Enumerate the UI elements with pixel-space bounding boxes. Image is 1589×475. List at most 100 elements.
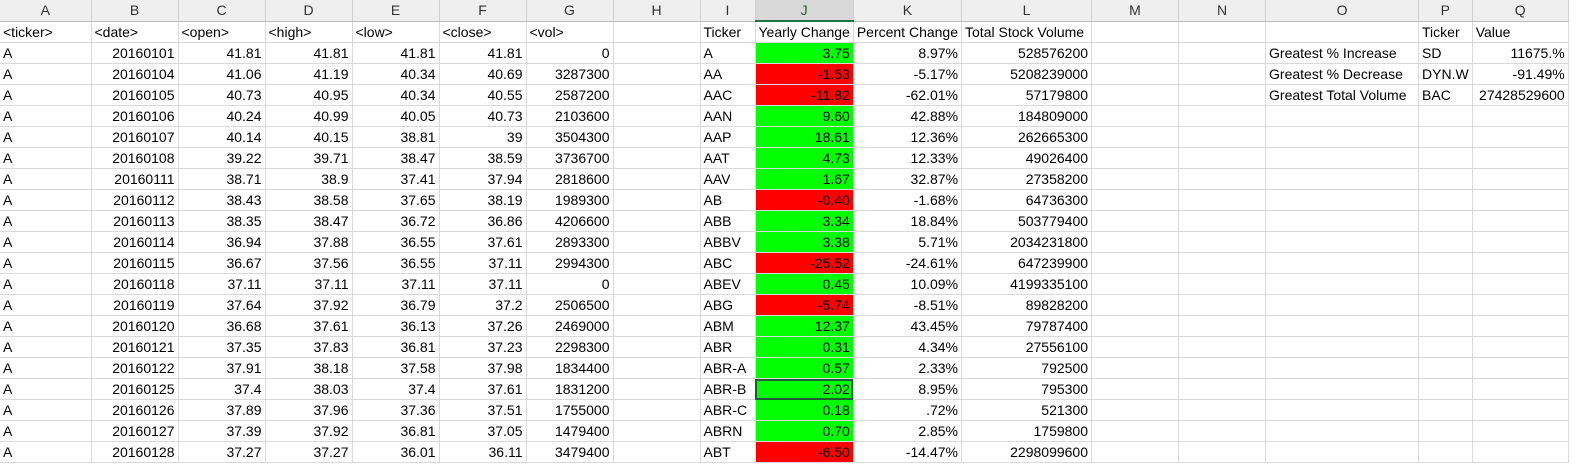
cell-f[interactable]: 37.26 — [439, 315, 527, 337]
cell-c[interactable]: 38.71 — [178, 168, 266, 190]
cell-o[interactable]: Greatest % Increase — [1265, 42, 1420, 64]
cell-g[interactable]: 3479400 — [526, 441, 614, 463]
cell-d[interactable]: 40.15 — [265, 126, 353, 148]
cell-q[interactable] — [1472, 315, 1569, 337]
cell-l[interactable]: 79787400 — [961, 315, 1093, 337]
cell-a[interactable]: A — [0, 231, 92, 253]
cell-f[interactable]: 36.11 — [439, 441, 527, 463]
cell-g[interactable]: 0 — [526, 273, 614, 295]
cell-a[interactable]: A — [0, 63, 92, 85]
cell-a[interactable]: A — [0, 357, 92, 379]
cell-q[interactable] — [1472, 189, 1569, 211]
header-cell-o[interactable] — [1265, 21, 1420, 43]
cell-b[interactable]: 20160121 — [91, 336, 179, 358]
cell-p[interactable] — [1418, 105, 1473, 127]
cell-l[interactable]: 89828200 — [961, 294, 1093, 316]
cell-i[interactable]: AAN — [700, 105, 756, 127]
cell-j[interactable]: 0.70 — [755, 420, 854, 442]
cell-p[interactable] — [1418, 336, 1473, 358]
cell-k[interactable]: 18.84% — [853, 210, 963, 232]
cell-m[interactable] — [1091, 42, 1180, 64]
cell-a[interactable]: A — [0, 315, 92, 337]
cell-h[interactable] — [613, 252, 701, 274]
cell-k[interactable]: 12.36% — [853, 126, 963, 148]
cell-q[interactable] — [1472, 273, 1569, 295]
cell-c[interactable]: 37.91 — [178, 357, 266, 379]
cell-m[interactable] — [1091, 273, 1180, 295]
cell-e[interactable]: 36.81 — [352, 420, 440, 442]
cell-n[interactable] — [1178, 105, 1267, 127]
header-cell-h[interactable] — [613, 21, 701, 43]
cell-b[interactable]: 20160128 — [91, 441, 179, 463]
cell-p[interactable] — [1418, 147, 1473, 169]
cell-k[interactable]: 12.33% — [853, 147, 963, 169]
cell-o[interactable] — [1265, 441, 1420, 463]
column-header-j[interactable]: J — [755, 0, 854, 22]
cell-e[interactable]: 38.47 — [352, 147, 440, 169]
cell-q[interactable] — [1472, 441, 1569, 463]
header-cell-a[interactable]: <ticker> — [0, 21, 92, 43]
cell-d[interactable]: 37.92 — [265, 294, 353, 316]
cell-g[interactable]: 1989300 — [526, 189, 614, 211]
cell-b[interactable]: 20160126 — [91, 399, 179, 421]
cell-c[interactable]: 41.06 — [178, 63, 266, 85]
cell-j[interactable]: 18.61 — [755, 126, 854, 148]
cell-e[interactable]: 37.58 — [352, 357, 440, 379]
cell-h[interactable] — [613, 294, 701, 316]
cell-e[interactable]: 36.81 — [352, 336, 440, 358]
cell-m[interactable] — [1091, 168, 1180, 190]
header-cell-j[interactable]: Yearly Change — [755, 21, 854, 43]
cell-m[interactable] — [1091, 378, 1180, 400]
cell-n[interactable] — [1178, 399, 1267, 421]
cell-c[interactable]: 37.35 — [178, 336, 266, 358]
cell-l[interactable]: 49026400 — [961, 147, 1093, 169]
cell-b[interactable]: 20160106 — [91, 105, 179, 127]
cell-c[interactable]: 38.35 — [178, 210, 266, 232]
cell-c[interactable]: 36.94 — [178, 231, 266, 253]
cell-k[interactable]: -14.47% — [853, 441, 963, 463]
cell-m[interactable] — [1091, 294, 1180, 316]
cell-f[interactable]: 37.51 — [439, 399, 527, 421]
cell-e[interactable]: 36.13 — [352, 315, 440, 337]
cell-q[interactable] — [1472, 210, 1569, 232]
cell-p[interactable] — [1418, 399, 1473, 421]
cell-l[interactable]: 1759800 — [961, 420, 1093, 442]
cell-e[interactable]: 37.4 — [352, 378, 440, 400]
cell-c[interactable]: 36.67 — [178, 252, 266, 274]
cell-p[interactable]: BAC — [1418, 84, 1473, 106]
cell-k[interactable]: 32.87% — [853, 168, 963, 190]
column-header-q[interactable]: Q — [1472, 0, 1569, 22]
cell-e[interactable]: 40.34 — [352, 63, 440, 85]
cell-i[interactable]: ABEV — [700, 273, 756, 295]
cell-c[interactable]: 38.43 — [178, 189, 266, 211]
cell-q[interactable] — [1472, 336, 1569, 358]
cell-h[interactable] — [613, 315, 701, 337]
cell-d[interactable]: 37.61 — [265, 315, 353, 337]
cell-f[interactable]: 37.11 — [439, 273, 527, 295]
cell-n[interactable] — [1178, 189, 1267, 211]
cell-l[interactable]: 795300 — [961, 378, 1093, 400]
column-header-b[interactable]: B — [91, 0, 179, 22]
cell-j[interactable]: -1.53 — [755, 63, 854, 85]
cell-g[interactable]: 1755000 — [526, 399, 614, 421]
cell-o[interactable] — [1265, 315, 1420, 337]
cell-p[interactable]: SD — [1418, 42, 1473, 64]
cell-i[interactable]: ABC — [700, 252, 756, 274]
cell-k[interactable]: .72% — [853, 399, 963, 421]
cell-k[interactable]: 10.09% — [853, 273, 963, 295]
cell-b[interactable]: 20160112 — [91, 189, 179, 211]
cell-q[interactable] — [1472, 294, 1569, 316]
cell-e[interactable]: 38.81 — [352, 126, 440, 148]
cell-m[interactable] — [1091, 441, 1180, 463]
cell-m[interactable] — [1091, 210, 1180, 232]
cell-p[interactable] — [1418, 252, 1473, 274]
cell-d[interactable]: 37.88 — [265, 231, 353, 253]
column-header-f[interactable]: F — [439, 0, 527, 22]
cell-e[interactable]: 36.01 — [352, 441, 440, 463]
cell-o[interactable] — [1265, 273, 1420, 295]
cell-o[interactable] — [1265, 210, 1420, 232]
cell-a[interactable]: A — [0, 294, 92, 316]
cell-j[interactable]: 1.67 — [755, 168, 854, 190]
column-header-g[interactable]: G — [526, 0, 614, 22]
cell-k[interactable]: 42.88% — [853, 105, 963, 127]
